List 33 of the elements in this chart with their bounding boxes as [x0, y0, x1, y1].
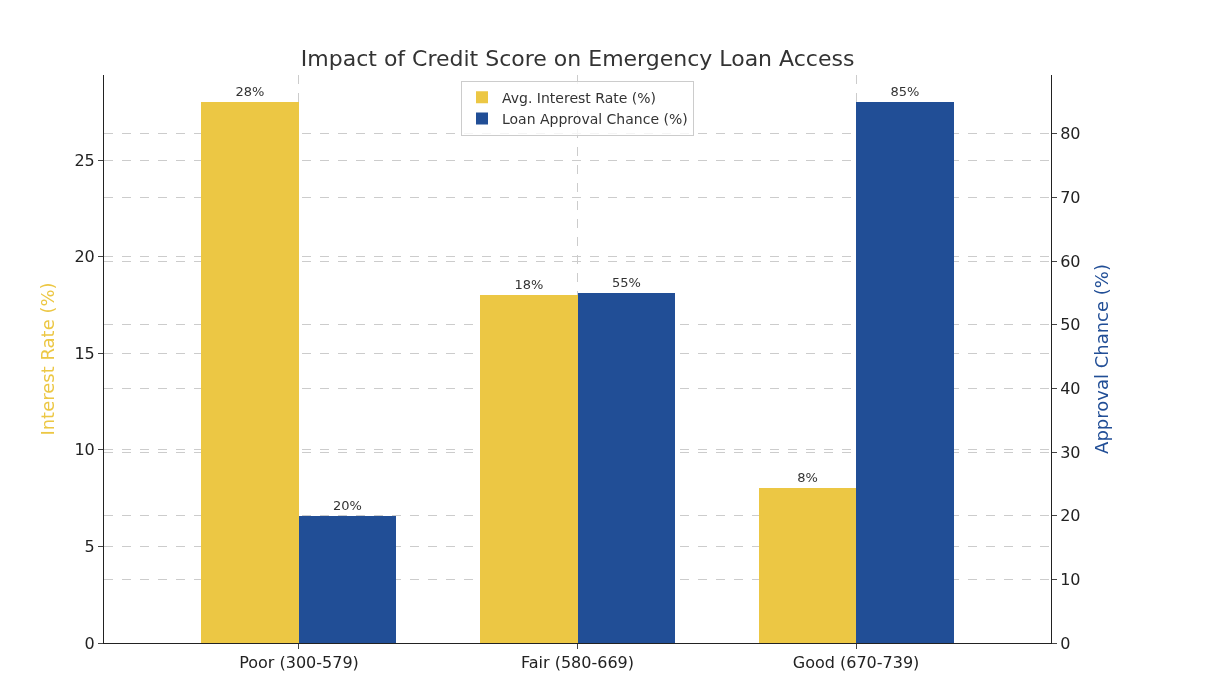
y2-tick-label: 50	[1060, 315, 1081, 335]
x-tick-label: Fair (580-669)	[521, 653, 634, 673]
y-tick-label: 0	[84, 633, 95, 653]
y-tick-label: 25	[74, 150, 95, 170]
legend-label: Loan Approval Chance (%)	[502, 110, 688, 127]
y2-tick-label: 20	[1060, 506, 1081, 526]
bar	[201, 102, 299, 643]
data-label: 28%	[235, 84, 265, 99]
bar	[299, 516, 396, 643]
y2-tick-label: 10	[1060, 569, 1081, 589]
data-label: 55%	[612, 275, 641, 290]
legend-label: Avg. Interest Rate (%)	[502, 89, 657, 106]
bar	[759, 488, 856, 643]
y-axis-title: Interest Rate (%)	[36, 282, 58, 436]
y-tick-label: 20	[74, 247, 95, 267]
y2-tick-label: 70	[1060, 188, 1081, 208]
data-label: 20%	[333, 498, 362, 513]
data-label: 8%	[797, 470, 818, 485]
y2-tick-label: 0	[1060, 633, 1071, 653]
x-tick-label: Good (670-739)	[792, 653, 920, 673]
chart-title: Impact of Credit Score on Emergency Loan Access	[300, 46, 855, 72]
y-tick-label: 15	[74, 343, 95, 363]
data-label: 85%	[890, 84, 920, 99]
x-tick-label: Poor (300-579)	[239, 653, 359, 673]
y2-axis-title: Approval Chance (%)	[1090, 264, 1112, 454]
y-tick-label: 10	[74, 440, 95, 460]
data-label: 18%	[514, 277, 544, 292]
bar	[856, 102, 954, 643]
y2-tick-label: 80	[1060, 124, 1081, 144]
y-tick-label: 5	[84, 537, 95, 556]
y2-tick-label: 30	[1060, 442, 1081, 462]
y2-tick-label: 60	[1060, 251, 1081, 271]
y2-tick-label: 40	[1060, 379, 1081, 399]
